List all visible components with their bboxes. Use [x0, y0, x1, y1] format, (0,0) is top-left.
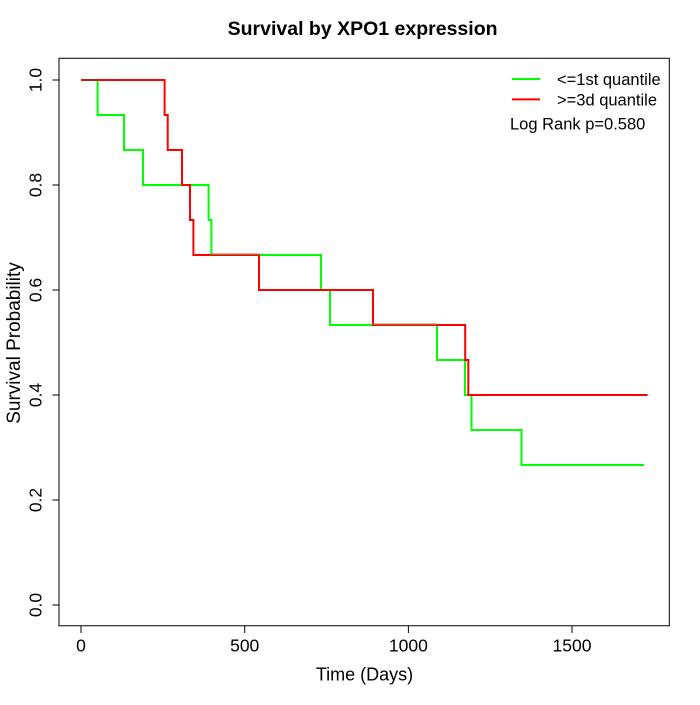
svg-text:1000: 1000 [389, 636, 428, 656]
svg-text:500: 500 [230, 636, 259, 656]
svg-text:0.2: 0.2 [26, 488, 46, 512]
svg-text:0.6: 0.6 [26, 278, 46, 302]
svg-text:0.4: 0.4 [26, 383, 46, 408]
svg-text:0: 0 [76, 636, 86, 656]
svg-text:0.0: 0.0 [26, 593, 46, 618]
svg-text:<=1st quantile: <=1st quantile [557, 71, 661, 89]
svg-text:Time (Days): Time (Days) [316, 665, 413, 685]
svg-text:1500: 1500 [553, 636, 592, 656]
svg-text:>=3d quantile: >=3d quantile [557, 92, 657, 110]
svg-text:0.8: 0.8 [26, 173, 46, 197]
svg-text:Log Rank p=0.580: Log Rank p=0.580 [510, 116, 645, 134]
svg-text:1.0: 1.0 [26, 68, 46, 93]
svg-text:Survival by XPO1 expression: Survival by XPO1 expression [228, 18, 498, 40]
svg-text:Survival Probability: Survival Probability [4, 262, 25, 424]
